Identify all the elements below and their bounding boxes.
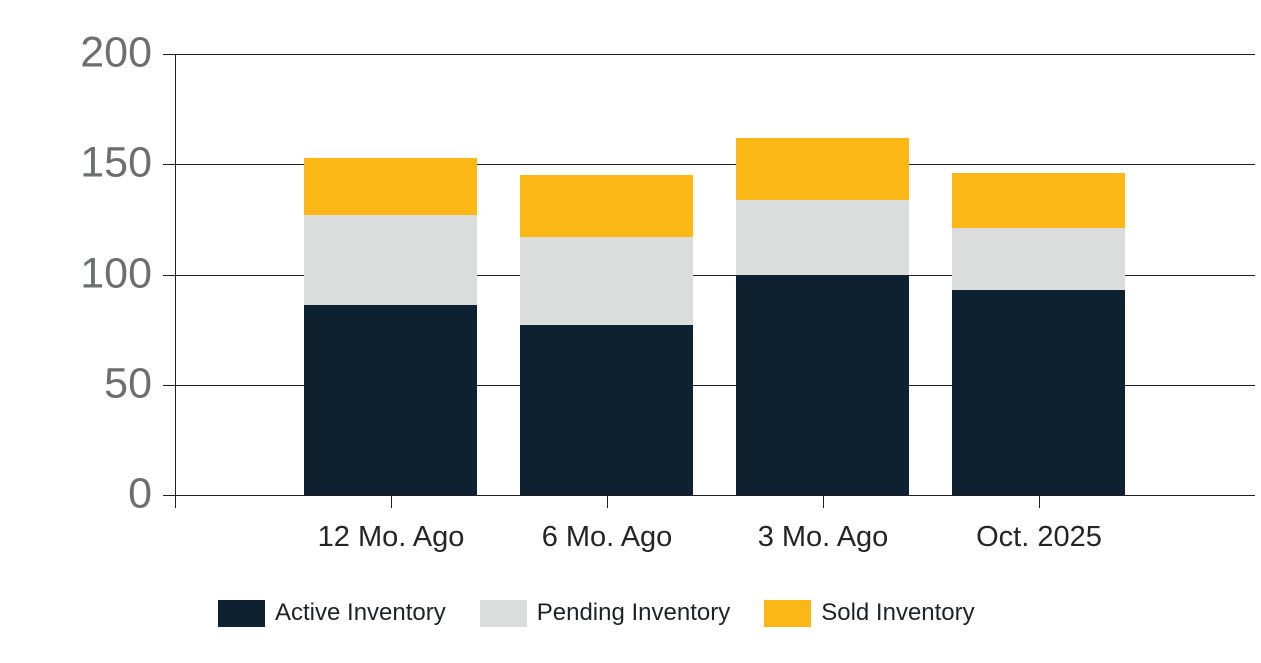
y-tick-label: 100 xyxy=(80,249,152,298)
bar-segment-active-inventory xyxy=(304,305,477,495)
legend-swatch xyxy=(218,599,265,627)
legend-label: Pending Inventory xyxy=(536,599,731,626)
legend-swatch xyxy=(479,599,527,627)
bar xyxy=(520,175,693,495)
y-axis-tick-labels: 0 50 100 150 200 xyxy=(0,31,152,515)
bar-segment-pending-inventory xyxy=(952,228,1125,290)
bar-segment-pending-inventory xyxy=(520,237,693,326)
bar-segment-pending-inventory xyxy=(736,199,909,275)
y-axis-line xyxy=(175,54,176,508)
legend-label: Sold Inventory xyxy=(821,599,975,626)
x-axis-tick xyxy=(1039,495,1040,508)
legend-item: Sold Inventory xyxy=(764,599,975,627)
x-axis-label: 12 Mo. Ago xyxy=(317,521,465,553)
gridline xyxy=(163,495,1255,496)
bar xyxy=(304,157,477,495)
y-tick-label: 0 xyxy=(128,469,152,518)
gridline xyxy=(163,274,1255,276)
x-axis-tick xyxy=(823,495,824,508)
legend-item: Active Inventory xyxy=(218,599,446,627)
x-axis-label: 3 Mo. Ago xyxy=(757,521,889,553)
x-axis-label: 6 Mo. Ago xyxy=(541,521,673,553)
bar xyxy=(952,173,1125,495)
legend-swatch xyxy=(764,599,812,627)
bar-segment-active-inventory xyxy=(736,274,909,495)
y-tick-label: 50 xyxy=(104,359,152,408)
bar-segment-sold-inventory xyxy=(736,137,909,200)
y-tick-label: 200 xyxy=(80,28,152,77)
x-axis-tick xyxy=(607,495,608,508)
legend-item: Pending Inventory xyxy=(479,599,731,627)
plot-area xyxy=(163,54,1255,508)
y-tick-label: 150 xyxy=(80,138,152,187)
x-axis-label: Oct. 2025 xyxy=(976,521,1102,553)
bar-segment-pending-inventory xyxy=(304,214,477,306)
legend-label: Active Inventory xyxy=(275,599,446,626)
bar xyxy=(736,137,909,495)
gridline xyxy=(163,384,1255,386)
bar-segment-active-inventory xyxy=(520,325,693,495)
x-axis-tick-labels: 12 Mo. Ago 6 Mo. Ago 3 Mo. Ago Oct. 2025 xyxy=(175,521,1255,563)
gridline xyxy=(163,54,1255,55)
bar-segment-active-inventory xyxy=(952,289,1125,495)
bar-segment-sold-inventory xyxy=(952,173,1125,229)
bar-segment-sold-inventory xyxy=(520,175,693,238)
x-axis-tick xyxy=(391,495,392,508)
legend: Active Inventory Pending Inventory Sold In… xyxy=(218,599,975,627)
gridline xyxy=(163,164,1255,166)
bar-segment-sold-inventory xyxy=(304,157,477,215)
